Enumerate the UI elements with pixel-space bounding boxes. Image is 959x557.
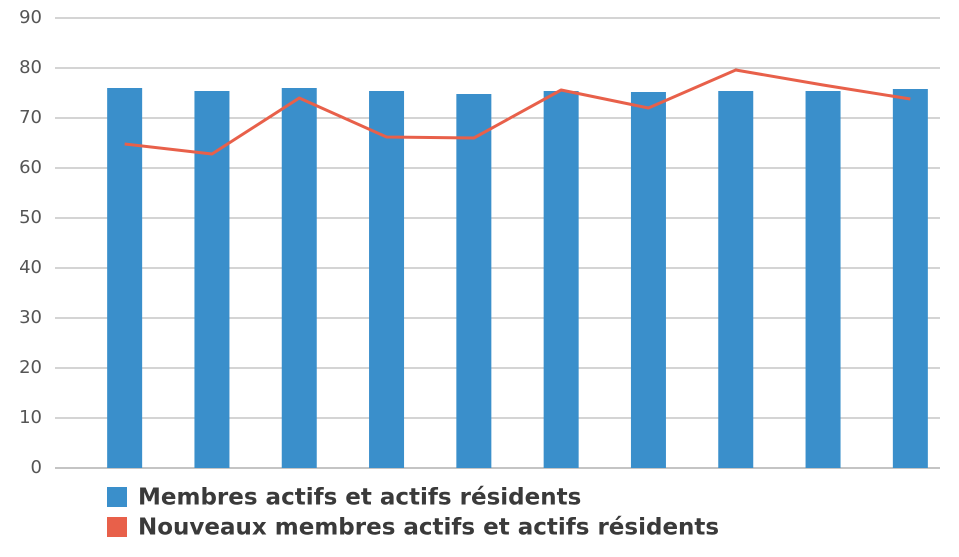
y-tick-label: 40 [19,257,42,278]
legend-swatch [107,517,127,537]
bar [892,89,928,468]
y-tick-label: 70 [19,107,42,128]
line [124,68,911,156]
legend-label: Membres actifs et actifs résidents [138,485,581,511]
y-tick-label: 0 [31,457,42,478]
legend-swatch [107,487,127,507]
y-tick-label: 10 [19,407,42,428]
bar [107,88,143,468]
y-tick-label: 80 [19,57,42,78]
bar [281,88,317,468]
y-tick-label: 30 [19,307,42,328]
bar [630,92,666,468]
y-tick-label: 50 [19,207,42,228]
bar [805,91,841,468]
bar [456,94,492,468]
y-tick-label: 60 [19,157,42,178]
y-tick-label: 90 [19,7,42,28]
bar [543,91,579,468]
bar [718,91,754,468]
y-tick-label: 20 [19,357,42,378]
bar [369,91,405,468]
legend-label: Nouveaux membres actifs et actifs réside… [138,515,719,541]
